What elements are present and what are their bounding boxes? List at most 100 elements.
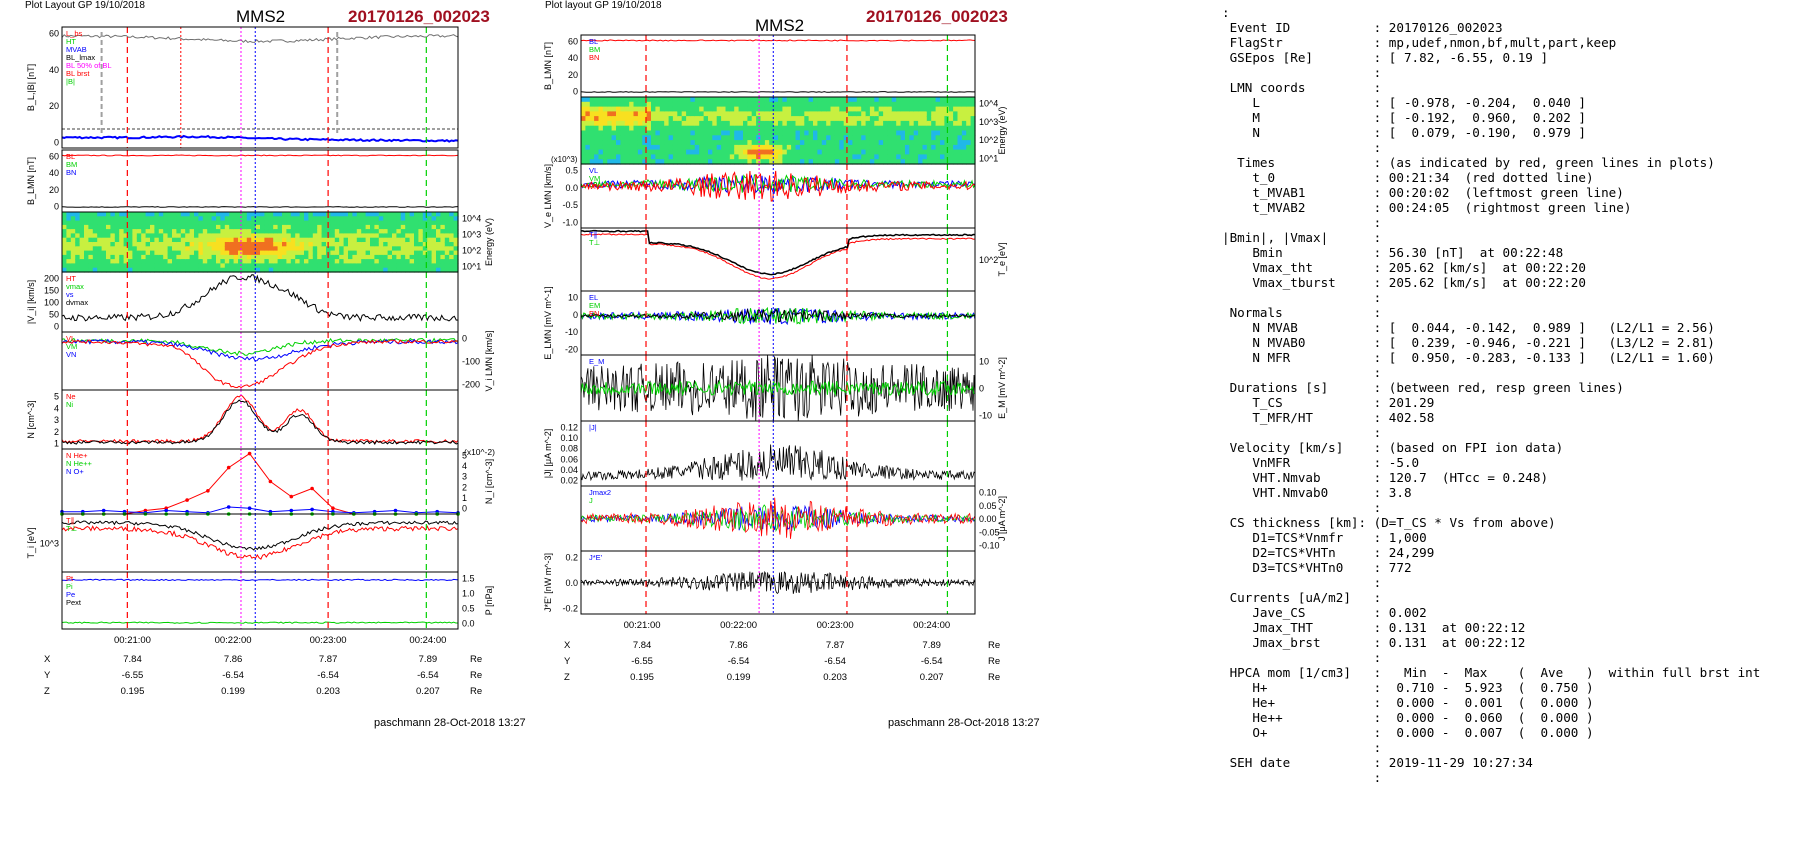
spectrogram-cell (163, 246, 169, 252)
spectrogram-cell (290, 246, 296, 252)
spectrogram-cell (361, 229, 367, 234)
spectrogram-cell (163, 250, 169, 256)
info-line: M : [ -0.192, 0.960, 0.202 ] (1222, 110, 1586, 125)
left-hpca-point (268, 479, 273, 484)
spectrogram-cell (585, 140, 591, 146)
spectrogram-cell (883, 101, 889, 108)
spectrogram-cell (317, 220, 323, 226)
spectrogram-cell (400, 229, 406, 234)
spectrogram-cell (791, 101, 797, 108)
left-hpca-point (289, 508, 294, 513)
spectrogram-cell (207, 246, 213, 252)
spectrogram-cell (268, 246, 274, 252)
spectrogram-cell (251, 212, 257, 217)
spectrogram-cell (185, 263, 191, 269)
spectrogram-cell (400, 263, 406, 269)
spectrogram-cell (216, 224, 221, 230)
spectrogram-cell (611, 116, 617, 122)
spectrogram-cell (216, 212, 221, 217)
spectrogram-cell (725, 125, 731, 132)
spectrogram-cell (290, 224, 296, 230)
spectrogram-cell (931, 116, 937, 122)
spectrogram-cell (334, 242, 340, 247)
spectrogram-cell (343, 229, 349, 234)
spectrogram-cell (852, 144, 858, 151)
spectrogram-cell (246, 254, 252, 260)
spectrogram-cell (874, 154, 880, 160)
spectrogram-cell (400, 254, 406, 260)
spectrogram-cell (905, 144, 910, 151)
spectrogram-cell (260, 224, 265, 230)
spectrogram-cell (782, 111, 788, 117)
spectrogram-cell (194, 237, 199, 243)
spectrogram-cell (101, 263, 107, 269)
info-line: Jmax_THT : 0.131 at 00:22:12 (1222, 620, 1526, 635)
spectrogram-cell (229, 220, 235, 226)
spectrogram-cell (940, 154, 945, 160)
spectrogram-cell (163, 229, 169, 234)
spectrogram-cell (891, 154, 897, 160)
spectrogram-cell (224, 250, 230, 256)
spectrogram-cell (738, 101, 744, 108)
spectrogram-cell (145, 212, 151, 217)
spectrogram-cell (786, 116, 792, 122)
spectrogram-cell (224, 212, 230, 217)
spectrogram-cell (132, 224, 138, 230)
spectrogram-cell (900, 135, 906, 141)
spectrogram-cell (699, 159, 705, 165)
spectrogram-cell (734, 144, 740, 151)
spectrogram-cell (251, 246, 257, 252)
spectrogram-cell (738, 106, 744, 112)
spectrogram-cell (611, 144, 617, 151)
spectrogram-cell (620, 111, 626, 117)
spectrogram-cell (830, 97, 836, 103)
spectrogram-cell (194, 242, 199, 247)
spectrogram-cell (101, 212, 107, 217)
spectrogram-cell (106, 259, 111, 264)
spectrogram-cell (891, 140, 897, 146)
spectrogram-cell (734, 159, 740, 165)
spectrogram-cell (848, 144, 853, 151)
spectrogram-cell (874, 144, 880, 151)
info-line: N MVAB : [ 0.044, -0.142, 0.989 ] (L2/L1… (1222, 320, 1715, 335)
spectrogram-cell (760, 116, 766, 122)
spectrogram-cell (361, 233, 367, 239)
spectrogram-cell (308, 216, 314, 222)
spectrogram-cell (642, 120, 648, 127)
spectrogram-cell (865, 154, 871, 160)
spectrogram-cell (163, 263, 169, 269)
left-y-tick-label: 60 (49, 29, 59, 39)
spectrogram-cell (422, 212, 428, 217)
spectrogram-cell (396, 233, 402, 239)
spectrogram-cell (690, 116, 696, 122)
spectrogram-cell (773, 111, 779, 117)
spectrogram-cell (878, 106, 884, 112)
spectrogram-cell (273, 233, 279, 239)
spectrogram-cell (883, 106, 889, 112)
spectrogram-cell (708, 135, 713, 141)
spectrogram-cell (92, 224, 98, 230)
spectrogram-cell (114, 229, 120, 234)
spectrogram-cell (721, 135, 727, 141)
spectrogram-cell (172, 267, 177, 273)
spectrogram-cell (405, 246, 411, 252)
spectrogram-cell (194, 220, 199, 226)
spectrogram-cell (795, 106, 801, 112)
spectrogram-cell (677, 140, 683, 146)
spectrogram-cell (299, 229, 305, 234)
spectrogram-cell (664, 111, 670, 117)
spectrogram-cell (743, 125, 748, 132)
spectrogram-cell (176, 250, 182, 256)
spectrogram-cell (633, 130, 639, 136)
spectrogram-cell (84, 246, 89, 252)
spectrogram-cell (830, 140, 836, 146)
spectrogram-cell (383, 263, 389, 269)
spectrogram-cell (295, 263, 301, 269)
spectrogram-cell (581, 106, 586, 112)
spectrogram-cell (114, 237, 120, 243)
spectrogram-cell (935, 130, 941, 136)
spectrogram-cell (180, 216, 186, 222)
middle-legend-entry: EM (589, 301, 600, 310)
spectrogram-cell (66, 220, 72, 226)
spectrogram-cell (712, 106, 718, 112)
